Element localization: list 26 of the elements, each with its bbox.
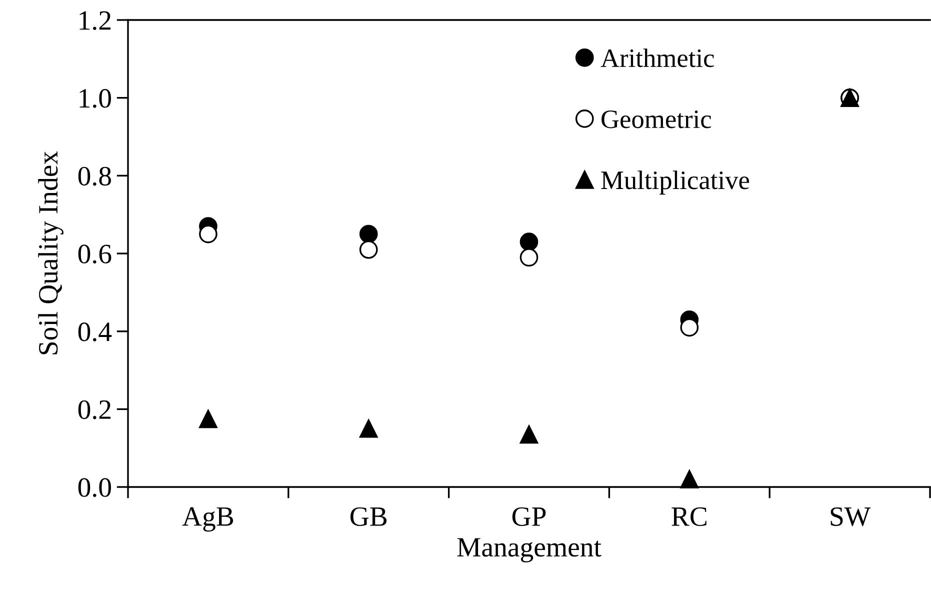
point — [520, 248, 538, 267]
point — [520, 425, 538, 444]
legend-label: Geometric — [602, 110, 712, 128]
y-tick-label: 0.2 — [78, 400, 110, 420]
x-tick-label: GP — [512, 507, 546, 526]
point — [359, 224, 378, 244]
point — [199, 224, 218, 244]
y-tick-label: 1.0 — [80, 89, 111, 108]
y-tick-label: 0.6 — [78, 244, 112, 264]
point — [199, 410, 218, 428]
x-tick-label: RC — [672, 507, 706, 526]
point — [680, 318, 699, 337]
y-axis-title: Soil Quality Index — [38, 151, 64, 354]
point — [520, 232, 538, 251]
x-axis-title: Management — [457, 538, 602, 562]
x-tick-label: GB — [350, 507, 387, 526]
y-tick-label: 0.0 — [78, 478, 111, 498]
legend-label: Arithmetic — [600, 48, 714, 68]
y-tick-label: 1.2 — [80, 11, 110, 30]
x-tick-label: AgB — [182, 507, 234, 532]
x-tick-label: SW — [830, 507, 871, 526]
legend-label: Multiplicative — [601, 170, 750, 195]
point — [359, 240, 378, 259]
y-tick-label: 0.8 — [78, 166, 111, 186]
y-tick-label: 0.4 — [78, 322, 112, 342]
point — [359, 419, 378, 438]
